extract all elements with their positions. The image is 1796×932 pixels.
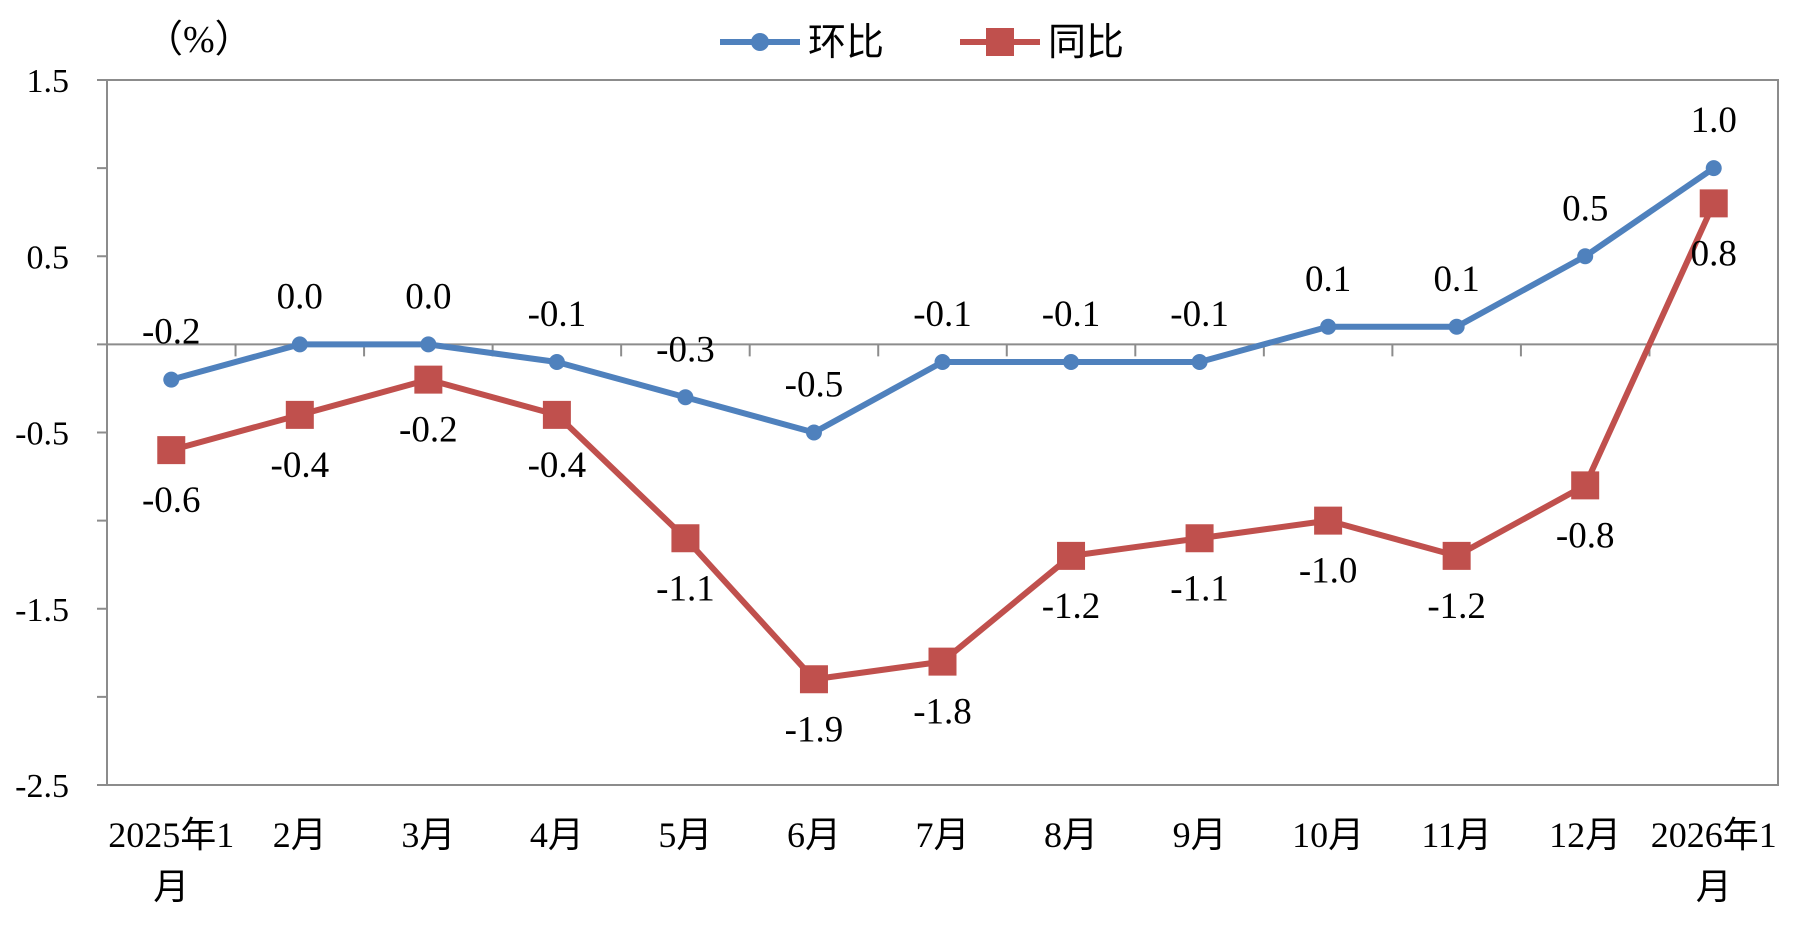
data-label: 0.0 [277, 276, 323, 317]
data-point-marker [799, 665, 828, 694]
data-label: -1.1 [1170, 568, 1229, 609]
data-point-marker [285, 400, 314, 429]
plot-area-border [106, 79, 1779, 786]
data-label: -0.1 [913, 294, 972, 335]
x-tick-label: 4月 [530, 815, 584, 855]
legend-marker-circle [751, 33, 769, 51]
data-point-marker [1442, 541, 1471, 570]
data-point-marker [163, 371, 180, 388]
data-point-marker [805, 424, 822, 441]
data-point-marker [928, 647, 957, 676]
data-point-marker [414, 365, 443, 394]
data-label: 0.0 [405, 276, 451, 317]
data-point-marker [934, 354, 951, 370]
x-tick-label: 8月 [1044, 815, 1098, 855]
data-point-marker [1314, 506, 1343, 535]
data-label: 1.0 [1691, 100, 1737, 141]
legend: 环比 同比 [720, 22, 1124, 64]
data-point-marker [1699, 189, 1728, 218]
data-label: -1.9 [785, 709, 844, 750]
data-label: 0.1 [1434, 259, 1480, 300]
x-tick-label: 3月 [401, 815, 455, 855]
x-tick-label: 2月 [273, 815, 327, 855]
data-label: -0.8 [1556, 515, 1615, 556]
series-yoy: -0.6 -0.4 -0.2 -0.4 -1.1 -1.9 -1.8 -1.2 -1.1 -1.0… [142, 189, 1737, 750]
y-tick-label: -1.5 [15, 592, 69, 629]
y-axis-unit-label: （%） [145, 19, 253, 61]
y-tick-label: -0.5 [15, 416, 69, 453]
data-label: -1.2 [1427, 586, 1486, 627]
data-label: -0.1 [528, 294, 587, 335]
data-label: -1.0 [1299, 551, 1358, 592]
x-tick-label: 11月 [1421, 815, 1492, 855]
data-label: -0.1 [1042, 294, 1101, 335]
x-tick-label: 6月 [787, 815, 841, 855]
data-point-marker [548, 354, 565, 370]
data-point-marker [1705, 160, 1722, 177]
data-label: -0.1 [1170, 294, 1229, 335]
legend-marker-square [986, 28, 1014, 56]
data-point-marker [1320, 318, 1337, 335]
data-label: 0.8 [1691, 233, 1737, 274]
x-tick-label: 月 [153, 867, 189, 907]
axes: 1.5 0.5 -0.5 -1.5 -2.5 2025年1 月 2月 3月 4月 5月 6月 7月 8月 9… [15, 63, 1779, 907]
data-label: -0.4 [271, 445, 330, 486]
data-point-marker [677, 389, 694, 406]
x-tick-label: 2026年1 [1651, 815, 1777, 855]
data-label: -0.5 [785, 365, 844, 406]
x-tick-label: 2025年1 [108, 815, 234, 855]
series-mom: -0.2 0.0 0.0 -0.1 -0.3 -0.5 -0.1 -0.1 -0.1 0.1 0.1… [142, 100, 1737, 441]
data-label: -0.2 [399, 410, 458, 451]
data-point-marker [671, 524, 700, 553]
legend-label: 同比 [1048, 22, 1124, 64]
y-tick-label: 0.5 [27, 239, 70, 276]
y-tick-label: -2.5 [15, 768, 69, 805]
x-tick-label: 7月 [915, 815, 969, 855]
x-tick-label: 12月 [1549, 815, 1621, 855]
data-point-marker [542, 400, 571, 429]
data-label: -0.4 [528, 445, 587, 486]
x-tick-label: 10月 [1292, 815, 1364, 855]
data-point-marker [1191, 354, 1208, 370]
data-point-marker [1057, 541, 1086, 570]
y-tick-label: 1.5 [27, 63, 70, 100]
data-point-marker [1577, 248, 1594, 265]
legend-label: 环比 [808, 22, 884, 64]
x-tick-label: 9月 [1173, 815, 1227, 855]
x-tick-label: 月 [1696, 867, 1732, 907]
data-point-marker [1448, 318, 1465, 335]
data-label: -0.3 [656, 329, 715, 370]
data-point-marker [291, 336, 308, 353]
data-point-marker [420, 336, 437, 353]
data-point-marker [1063, 354, 1080, 370]
data-label: 0.5 [1562, 188, 1608, 229]
data-label: -1.1 [656, 568, 715, 609]
data-label: -0.2 [142, 312, 201, 353]
data-label: -1.8 [913, 692, 972, 733]
data-label: -1.2 [1042, 586, 1101, 627]
data-point-marker [1571, 471, 1600, 500]
data-label: -0.6 [142, 480, 201, 521]
data-point-marker [1185, 524, 1214, 553]
data-label: 0.1 [1305, 259, 1351, 300]
data-point-marker [157, 436, 186, 465]
series-group: -0.2 0.0 0.0 -0.1 -0.3 -0.5 -0.1 -0.1 -0.1 0.1 0.1… [142, 100, 1737, 750]
x-tick-label: 5月 [658, 815, 712, 855]
